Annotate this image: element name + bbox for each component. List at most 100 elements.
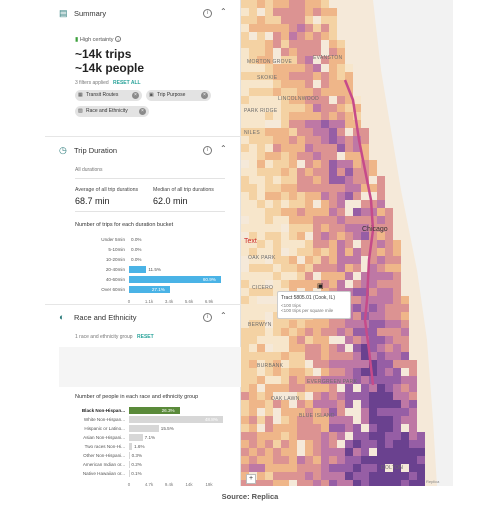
census-tract[interactable]	[241, 424, 249, 432]
census-tract[interactable]	[321, 88, 329, 96]
census-tract[interactable]	[409, 368, 417, 376]
census-tract[interactable]	[385, 288, 393, 296]
census-tract[interactable]	[361, 384, 369, 392]
census-tract[interactable]	[265, 40, 273, 48]
census-tract[interactable]	[273, 376, 281, 384]
census-tract[interactable]	[305, 440, 313, 448]
census-tract[interactable]	[257, 176, 265, 184]
census-tract[interactable]	[289, 328, 297, 336]
census-tract[interactable]	[321, 432, 329, 440]
census-tract[interactable]	[353, 312, 361, 320]
census-tract[interactable]	[385, 344, 393, 352]
census-tract[interactable]	[377, 240, 385, 248]
census-tract[interactable]	[337, 360, 345, 368]
census-tract[interactable]	[369, 280, 377, 288]
census-tract[interactable]	[409, 384, 417, 392]
census-tract[interactable]	[257, 312, 265, 320]
census-tract[interactable]	[417, 464, 425, 472]
census-tract[interactable]	[345, 424, 353, 432]
census-tract[interactable]	[337, 240, 345, 248]
census-tract[interactable]	[393, 440, 401, 448]
census-tract[interactable]	[321, 376, 329, 384]
census-tract[interactable]	[337, 248, 345, 256]
census-tract[interactable]	[289, 136, 297, 144]
census-tract[interactable]	[257, 336, 265, 344]
census-tract[interactable]	[273, 472, 281, 480]
census-tract[interactable]	[281, 336, 289, 344]
census-tract[interactable]	[265, 232, 273, 240]
filter-chip-race-ethnicity[interactable]: ▧ Race and Ethnicity ×	[75, 106, 149, 117]
census-tract[interactable]	[337, 128, 345, 136]
census-tract[interactable]	[281, 256, 289, 264]
census-tract[interactable]	[249, 160, 257, 168]
census-tract[interactable]	[273, 248, 281, 256]
census-tract[interactable]	[377, 216, 385, 224]
census-tract[interactable]	[265, 176, 273, 184]
census-tract[interactable]	[337, 104, 345, 112]
census-tract[interactable]	[281, 368, 289, 376]
bar[interactable]	[129, 407, 180, 414]
census-tract[interactable]	[249, 96, 257, 104]
census-tract[interactable]	[393, 312, 401, 320]
filter-chip-trip-purpose[interactable]: ▣ Trip Purpose ×	[146, 90, 211, 101]
census-tract[interactable]	[321, 16, 329, 24]
census-tract[interactable]	[393, 240, 401, 248]
census-tract[interactable]	[361, 184, 369, 192]
census-tract[interactable]	[305, 176, 313, 184]
census-tract[interactable]	[329, 112, 337, 120]
census-tract[interactable]	[401, 456, 409, 464]
census-tract[interactable]	[321, 392, 329, 400]
census-tract[interactable]	[249, 64, 257, 72]
census-tract[interactable]	[297, 184, 305, 192]
census-tract[interactable]	[361, 152, 369, 160]
census-tract[interactable]	[249, 360, 257, 368]
census-tract[interactable]	[337, 72, 345, 80]
census-tract[interactable]	[361, 352, 369, 360]
census-tract[interactable]	[385, 240, 393, 248]
census-tract[interactable]	[329, 80, 337, 88]
census-tract[interactable]	[345, 448, 353, 456]
census-tract[interactable]	[377, 392, 385, 400]
census-tract[interactable]	[265, 200, 273, 208]
census-tract[interactable]	[281, 152, 289, 160]
census-tract[interactable]	[257, 432, 265, 440]
census-tract[interactable]	[265, 480, 273, 486]
census-tract[interactable]	[409, 448, 417, 456]
census-tract[interactable]	[377, 304, 385, 312]
census-tract[interactable]	[353, 184, 361, 192]
census-tract[interactable]	[313, 264, 321, 272]
census-tract[interactable]	[377, 384, 385, 392]
census-tract[interactable]	[401, 392, 409, 400]
census-tract[interactable]	[257, 376, 265, 384]
census-tract[interactable]	[241, 464, 249, 472]
census-tract[interactable]	[353, 104, 361, 112]
census-tract[interactable]	[257, 40, 265, 48]
census-tract[interactable]	[377, 448, 385, 456]
census-tract[interactable]	[369, 416, 377, 424]
census-tract[interactable]	[289, 104, 297, 112]
census-tract[interactable]	[393, 400, 401, 408]
census-tract[interactable]	[313, 136, 321, 144]
census-tract[interactable]	[265, 464, 273, 472]
census-tract[interactable]	[241, 208, 249, 216]
census-tract[interactable]	[281, 464, 289, 472]
census-tract[interactable]	[305, 40, 313, 48]
census-tract[interactable]	[241, 288, 249, 296]
census-tract[interactable]	[329, 40, 337, 48]
census-tract[interactable]	[345, 184, 353, 192]
census-tract[interactable]	[273, 432, 281, 440]
census-tract[interactable]	[289, 184, 297, 192]
census-tract[interactable]	[241, 312, 249, 320]
census-tract[interactable]	[249, 352, 257, 360]
census-tract[interactable]	[321, 360, 329, 368]
census-tract[interactable]	[265, 104, 273, 112]
census-tract[interactable]	[369, 240, 377, 248]
census-tract[interactable]	[321, 184, 329, 192]
census-tract[interactable]	[377, 464, 385, 472]
census-tract[interactable]	[313, 424, 321, 432]
census-tract[interactable]	[297, 480, 305, 486]
census-tract[interactable]	[417, 480, 425, 486]
census-tract[interactable]	[337, 216, 345, 224]
chevron-up-icon[interactable]: ⌃	[220, 311, 227, 320]
census-tract[interactable]	[385, 232, 393, 240]
